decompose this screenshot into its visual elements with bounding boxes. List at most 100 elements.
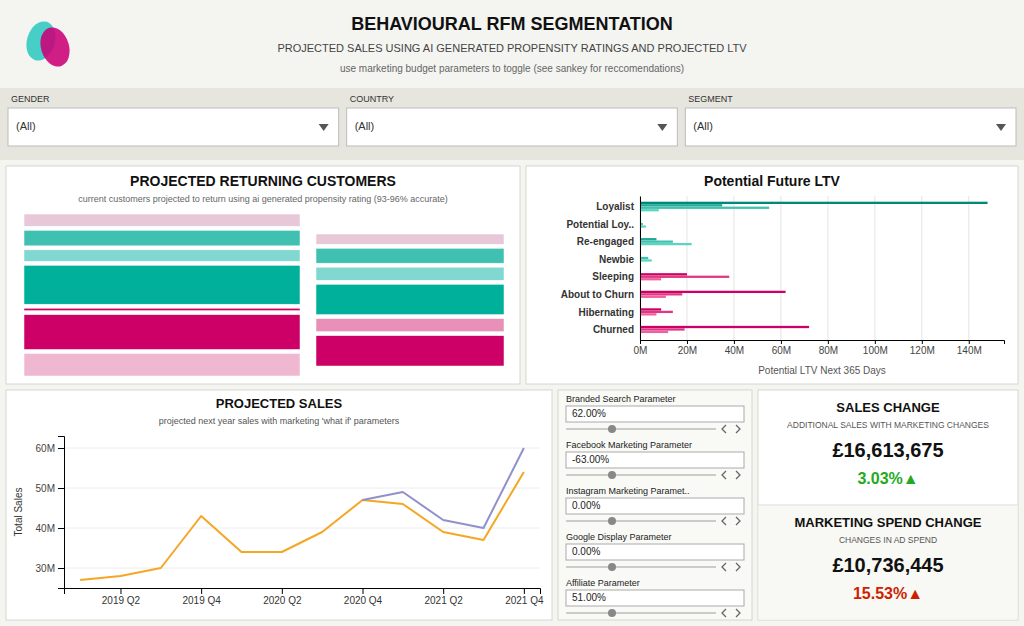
- tick-label: 100M: [863, 345, 888, 356]
- bar: [640, 238, 656, 240]
- value-box[interactable]: [566, 406, 744, 422]
- bar: [640, 291, 786, 293]
- step-down[interactable]: [722, 425, 726, 433]
- slider-knob[interactable]: [608, 471, 616, 479]
- tick-label: 120M: [910, 345, 935, 356]
- indicator-background: [759, 505, 1018, 620]
- axis: 30M40M50M60M: [36, 437, 65, 589]
- axis: 0M20M40M60M80M100M120M140M: [634, 340, 1005, 356]
- tick-label: 60M: [772, 345, 791, 356]
- tick: Re-engaged: [577, 236, 640, 247]
- tick-mark: [687, 340, 688, 344]
- tick: 40M: [36, 523, 64, 534]
- logo: [22, 18, 74, 70]
- tick-mark: [282, 588, 283, 594]
- dropdown-arrow[interactable]: [319, 124, 329, 131]
- value-box[interactable]: [566, 590, 744, 606]
- step-down[interactable]: [722, 563, 726, 571]
- slider-track[interactable]: [566, 566, 716, 568]
- panel: [526, 166, 1018, 384]
- grid: [64, 448, 540, 568]
- bar: [640, 259, 652, 261]
- bar: [316, 267, 504, 280]
- divider: [758, 505, 1018, 506]
- tick-label: 2019 Q4: [182, 595, 221, 606]
- dropdown[interactable]: [8, 108, 339, 146]
- bar: [316, 248, 504, 263]
- tick: Potential Loy..: [566, 219, 640, 230]
- indicator: SALES CHANGEADDITIONAL SALES WITH MARKET…: [787, 400, 989, 487]
- filter-row: GENDER(All)COUNTRY(All)SEGMENT(All): [0, 88, 1024, 160]
- bar: [640, 328, 685, 330]
- dropdown[interactable]: [685, 108, 1016, 146]
- grid-line: [64, 448, 540, 449]
- step-up[interactable]: [736, 517, 740, 525]
- tick: 80M: [819, 340, 838, 356]
- tick: 2019 Q2: [102, 588, 141, 606]
- tick: 2021 Q2: [424, 588, 463, 606]
- tick-label: Churned: [593, 324, 634, 335]
- grid-line: [874, 196, 875, 340]
- indicator-change: 15.53%▲: [853, 585, 923, 602]
- slider-track[interactable]: [566, 612, 716, 614]
- slider-track[interactable]: [566, 428, 716, 430]
- panel: [758, 390, 1018, 620]
- dropdown[interactable]: [347, 108, 678, 146]
- axis-title: Total Sales: [13, 488, 24, 537]
- tick: Hibernating: [578, 307, 640, 318]
- grid-line: [921, 196, 922, 340]
- parameter-label: Facebook Marketing Parameter: [566, 440, 692, 450]
- filter-value: (All): [693, 120, 713, 132]
- value-box[interactable]: [566, 544, 744, 560]
- slider-knob[interactable]: [608, 517, 616, 525]
- grid-line: [686, 196, 687, 340]
- step-down[interactable]: [722, 471, 726, 479]
- tick-label: 80M: [819, 345, 838, 356]
- bar: [316, 319, 504, 332]
- step-down[interactable]: [722, 609, 726, 617]
- step-up[interactable]: [736, 609, 740, 617]
- slider-knob[interactable]: [608, 609, 616, 617]
- dashboard: BEHAVIOURAL RFM SEGMENTATIONPROJECTED SA…: [0, 0, 1024, 626]
- axis-title: Potential LTV Next 365 Days: [758, 365, 886, 376]
- grid-line: [968, 196, 969, 340]
- tick-label: Loyalist: [596, 201, 634, 212]
- bar: [316, 284, 504, 314]
- step-up[interactable]: [736, 563, 740, 571]
- bar: [640, 207, 769, 209]
- panel: [6, 166, 520, 384]
- parameter-label: Branded Search Parameter: [566, 394, 676, 404]
- panel: [6, 390, 552, 620]
- step-up[interactable]: [736, 471, 740, 479]
- dropdown-arrow[interactable]: [657, 124, 667, 131]
- tick-label: 140M: [957, 345, 982, 356]
- tick: 60M: [772, 340, 791, 356]
- bars: [316, 234, 504, 366]
- slider-knob[interactable]: [608, 425, 616, 433]
- step-down[interactable]: [722, 517, 726, 525]
- chart-title: PROJECTED SALES: [216, 396, 343, 411]
- axis-line: [65, 589, 541, 595]
- step-up[interactable]: [736, 425, 740, 433]
- bar: [640, 276, 729, 278]
- value-box[interactable]: [566, 452, 744, 468]
- tick-mark: [524, 588, 525, 594]
- indicator-subtitle: ADDITIONAL SALES WITH MARKETING CHANGES: [787, 420, 989, 430]
- grid-line: [780, 196, 781, 340]
- bar: [24, 250, 300, 261]
- grid-line: [640, 196, 641, 340]
- tick-label: Newbie: [599, 254, 634, 265]
- parameter: Instagram Marketing Paramet..0.00%: [566, 486, 744, 525]
- tick-label: 40M: [725, 345, 744, 356]
- value-box[interactable]: [566, 498, 744, 514]
- slider-track[interactable]: [566, 474, 716, 476]
- bar: [24, 230, 300, 246]
- tick-mark: [363, 588, 364, 594]
- tick: 20M: [678, 340, 697, 356]
- axis-line: [58, 437, 65, 589]
- indicator-change: 3.03%▲: [857, 470, 918, 487]
- panel-title: PROJECTED RETURNING CUSTOMERS: [130, 173, 396, 189]
- dropdown-arrow[interactable]: [996, 124, 1006, 131]
- slider-track[interactable]: [566, 520, 716, 522]
- slider-knob[interactable]: [608, 563, 616, 571]
